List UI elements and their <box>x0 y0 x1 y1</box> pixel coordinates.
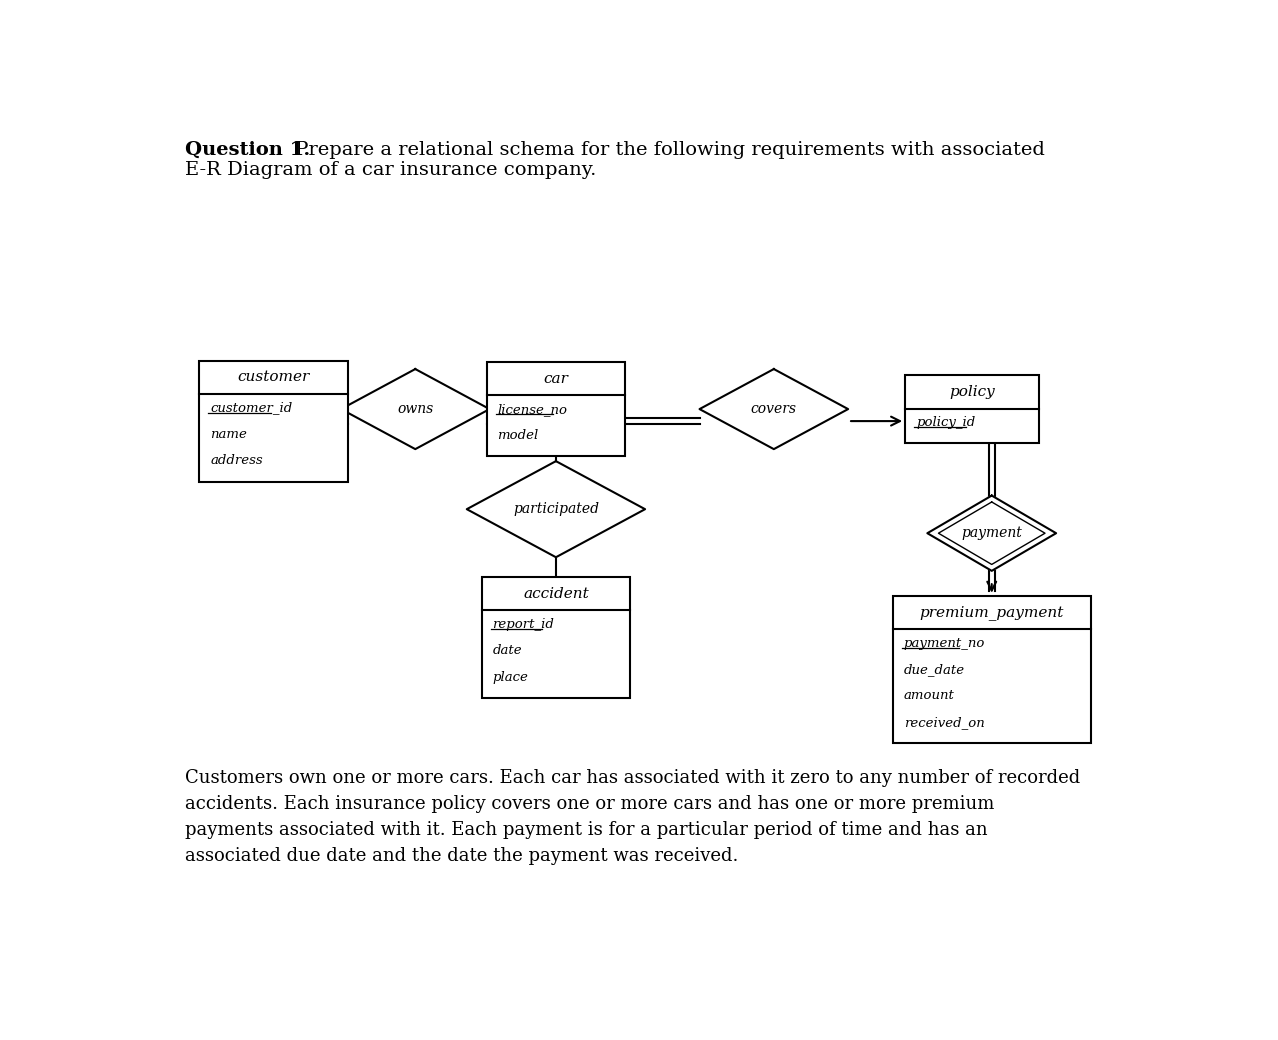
Text: Customers own one or more cars. Each car has associated with it zero to any numb: Customers own one or more cars. Each car… <box>184 770 1080 864</box>
Text: license_no: license_no <box>497 402 567 416</box>
Text: customer: customer <box>238 370 309 385</box>
Text: date: date <box>492 644 523 657</box>
Text: Question 1.: Question 1. <box>184 140 309 159</box>
Text: policy: policy <box>950 385 994 399</box>
Text: E-R Diagram of a car insurance company.: E-R Diagram of a car insurance company. <box>184 161 596 179</box>
Text: covers: covers <box>751 402 796 416</box>
Bar <box>199 361 348 482</box>
Text: premium_payment: premium_payment <box>920 605 1063 620</box>
Text: accident: accident <box>523 587 589 601</box>
Text: report_id: report_id <box>492 618 555 630</box>
Text: participated: participated <box>512 502 599 516</box>
Bar <box>892 596 1090 743</box>
Text: name: name <box>211 427 247 441</box>
Bar <box>487 362 625 457</box>
Polygon shape <box>699 369 849 449</box>
Text: payment: payment <box>961 526 1022 540</box>
Polygon shape <box>466 461 645 557</box>
Text: owns: owns <box>397 402 433 416</box>
Text: Prepare a relational schema for the following requirements with associated: Prepare a relational schema for the foll… <box>289 140 1044 159</box>
Text: customer_id: customer_id <box>211 401 293 415</box>
Text: amount: amount <box>904 690 955 702</box>
Text: due_date: due_date <box>904 662 965 676</box>
Text: place: place <box>492 671 528 683</box>
Polygon shape <box>341 369 489 449</box>
Bar <box>905 375 1039 443</box>
Text: address: address <box>211 454 263 467</box>
Text: policy_id: policy_id <box>916 416 975 428</box>
Bar <box>482 577 630 698</box>
Text: received_on: received_on <box>904 716 984 729</box>
Text: model: model <box>497 430 539 442</box>
Text: car: car <box>543 371 569 386</box>
Text: payment_no: payment_no <box>904 636 985 650</box>
Polygon shape <box>928 496 1056 571</box>
